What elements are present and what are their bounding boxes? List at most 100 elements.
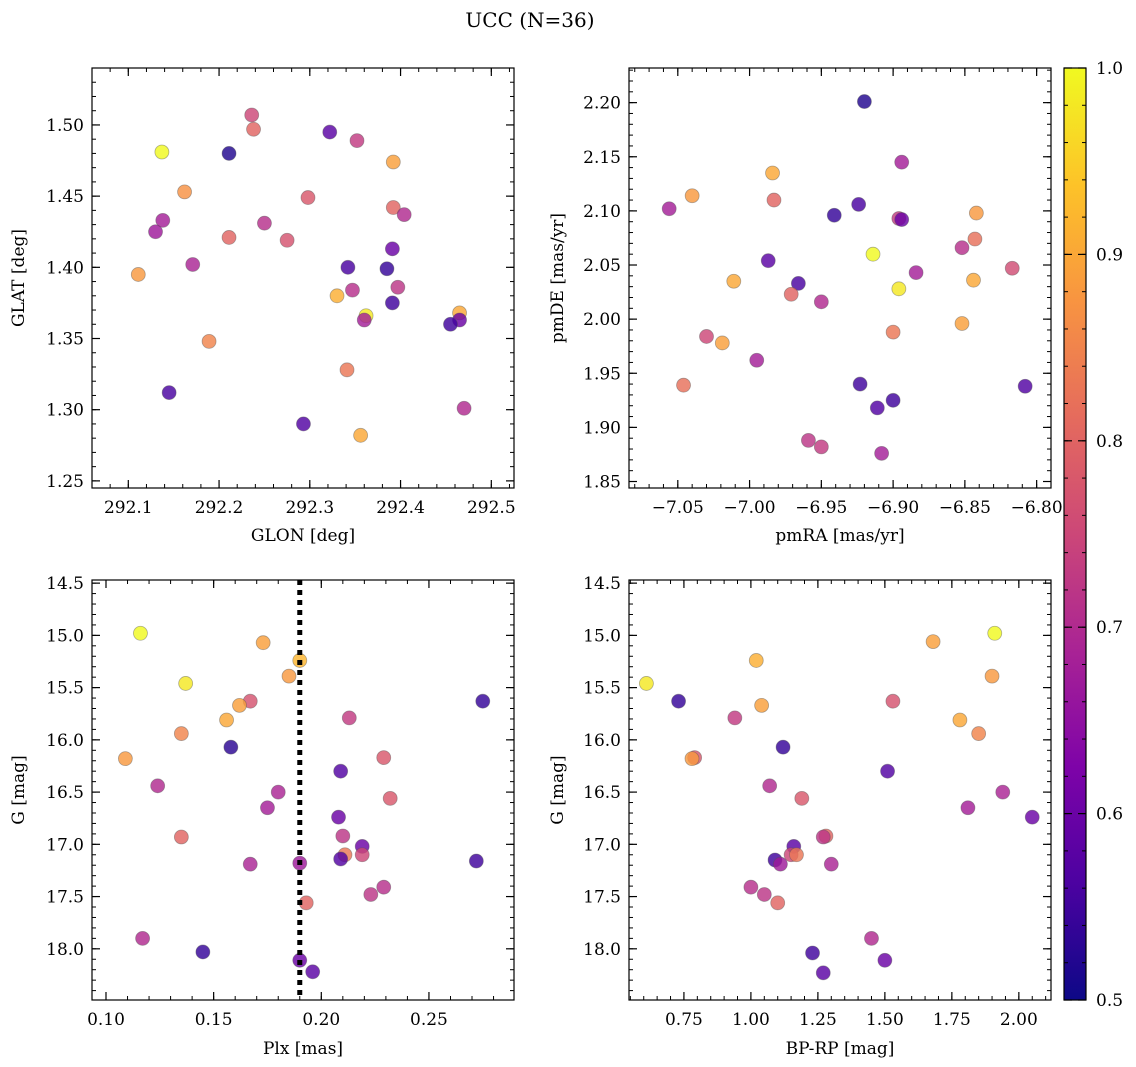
y-tick-label: 1.85 xyxy=(583,473,621,493)
scatter-point xyxy=(684,751,700,767)
scatter-point xyxy=(340,259,356,275)
scatter-point xyxy=(255,635,271,651)
scatter-point xyxy=(173,726,189,741)
scatter-point xyxy=(281,668,297,684)
scatter-point xyxy=(743,879,759,895)
scatter-point xyxy=(178,676,194,691)
y-axis-label: GLAT [deg] xyxy=(9,229,29,327)
y-tick-label: 17.5 xyxy=(583,888,621,908)
colorbar-gradient xyxy=(1064,68,1086,1000)
scatter-point xyxy=(161,385,177,401)
scatter-point xyxy=(877,952,893,968)
x-tick-label: 1.00 xyxy=(732,1010,770,1030)
figure-title: UCC (N=36) xyxy=(465,8,594,32)
scatter-point xyxy=(135,930,150,946)
scatter-point xyxy=(279,232,295,248)
x-tick-label: 292.5 xyxy=(467,498,516,518)
colorbar-tick-label: 0.5 xyxy=(1096,991,1123,1011)
scatter-point xyxy=(246,121,261,137)
scatter-point xyxy=(244,107,260,123)
scatter-point xyxy=(727,710,743,726)
scatter-point xyxy=(676,377,691,393)
plot-frame xyxy=(628,67,1052,489)
x-tick-label: 0.20 xyxy=(302,1010,340,1030)
scatter-point xyxy=(894,154,910,170)
y-tick-label: 15.0 xyxy=(46,626,84,646)
colorbar-tick-label: 0.8 xyxy=(1096,432,1123,452)
scatter-point xyxy=(300,190,316,205)
scatter-point xyxy=(133,625,148,641)
y-tick-label: 18.0 xyxy=(46,940,84,960)
y-tick-label: 1.95 xyxy=(583,364,621,384)
scatter-point xyxy=(874,445,890,461)
scatter-point xyxy=(333,763,349,779)
y-tick-label: 17.0 xyxy=(46,835,84,855)
y-tick-label: 14.5 xyxy=(46,574,84,594)
y-tick-label: 1.90 xyxy=(583,418,621,438)
scatter-point xyxy=(1004,260,1020,276)
scatter-point xyxy=(760,253,776,269)
scatter-point xyxy=(885,324,901,340)
scatter-point xyxy=(766,192,782,208)
y-tick-label: 18.0 xyxy=(583,940,621,960)
scatter-point xyxy=(726,273,742,289)
y-tick-label: 15.5 xyxy=(583,679,621,699)
scatter-point xyxy=(984,668,1000,684)
colorbar: 0.5 0.6 0.7 0.8 0.9 1.0 xyxy=(1063,59,1123,1011)
scatter-panel-1: 292.1 292.2 292.3 292.4 292.5 1.25 1.30 1.35 1.4… xyxy=(9,67,516,546)
x-axis-label: GLON [deg] xyxy=(251,526,355,546)
scatter-point xyxy=(468,853,484,869)
scatter-point xyxy=(770,895,786,911)
scatter-point xyxy=(353,427,369,443)
scatter-point xyxy=(345,282,360,298)
y-tick-label: 2.10 xyxy=(583,202,621,222)
scatter-panel-4: 0.75 1.00 1.25 1.50 1.75 2.00 14.5 15.0 15.5 16.0… xyxy=(548,574,1052,1059)
y-axis-label: pmDE [mas/yr] xyxy=(548,213,568,343)
x-tick-label: 292.1 xyxy=(104,498,153,518)
scatter-point xyxy=(925,634,941,650)
scatter-point xyxy=(195,944,211,960)
scatter-point xyxy=(967,231,983,247)
x-axis-label: BP-RP [mag] xyxy=(786,1039,895,1059)
scatter-point xyxy=(772,856,788,872)
scatter-point xyxy=(794,790,810,806)
scatter-point xyxy=(815,965,831,981)
plot-frame xyxy=(628,579,1052,1001)
y-tick-label: 1.35 xyxy=(46,330,84,350)
scatter-point xyxy=(329,288,345,304)
colorbar-frame xyxy=(1063,67,1087,1001)
scatter-point xyxy=(333,851,349,867)
scatter-point xyxy=(296,416,311,432)
y-tick-label: 1.45 xyxy=(46,187,84,207)
scatter-point xyxy=(305,964,321,980)
scatter-point xyxy=(117,751,133,767)
scatter-point xyxy=(813,439,829,455)
scatter-points xyxy=(117,625,491,980)
y-axis-label: G [mag] xyxy=(9,755,29,824)
scatter-point xyxy=(826,207,842,223)
scatter-point xyxy=(756,887,772,902)
scatter-point xyxy=(968,205,984,221)
scatter-point xyxy=(1017,378,1033,394)
x-tick-label: 0.75 xyxy=(665,1010,703,1030)
scatter-panel-3: 0.10 0.15 0.20 0.25 14.5 15.0 15.5 16.0 16.5 17.0… xyxy=(9,574,515,1059)
y-tick-label: 2.05 xyxy=(583,256,621,276)
scatter-points xyxy=(661,94,1033,461)
x-tick-label: 292.4 xyxy=(376,498,425,518)
y-tick-label: 2.20 xyxy=(583,94,621,114)
scatter-point xyxy=(331,809,346,825)
scatter-points xyxy=(639,625,1040,981)
colorbar-tick-label: 0.9 xyxy=(1096,245,1123,265)
scatter-point xyxy=(765,165,780,181)
scatter-point xyxy=(954,240,970,256)
scatter-point xyxy=(661,201,677,217)
scatter-point xyxy=(699,329,714,344)
x-tick-label: 1.50 xyxy=(866,1010,904,1030)
x-tick-label: 0.25 xyxy=(410,1010,448,1030)
colorbar-tick-label: 1.0 xyxy=(1096,59,1123,79)
scatter-point xyxy=(443,316,458,332)
scatter-point xyxy=(201,333,217,349)
x-tick-label: 0.15 xyxy=(195,1010,233,1030)
scatter-point xyxy=(801,432,816,448)
x-tick-label: 1.25 xyxy=(799,1010,837,1030)
